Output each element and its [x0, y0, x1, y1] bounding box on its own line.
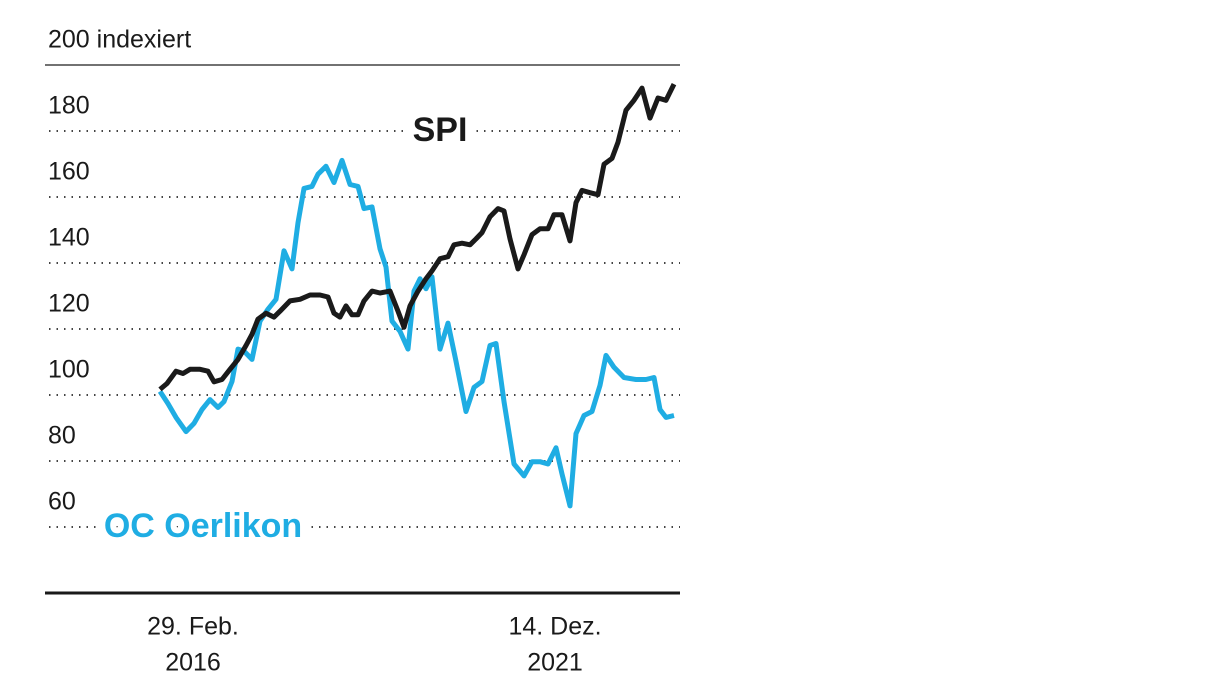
x-tick-label: 2016 — [165, 649, 221, 677]
y-tick-label: 80 — [48, 422, 76, 450]
y-tick-label: 60 — [48, 488, 76, 516]
series-label: SPI — [413, 111, 468, 149]
line — [157, 157, 675, 509]
y-tick-label: 100 — [48, 356, 90, 384]
y-tick-label: 200 indexiert — [48, 26, 191, 54]
line — [158, 82, 677, 392]
x-tick-label: 2021 — [527, 649, 583, 677]
x-tick-label: 14. Dez. — [508, 613, 601, 641]
x-tick-label: 29. Feb. — [147, 613, 239, 641]
y-tick-label: 120 — [48, 290, 90, 318]
y-tick-label: 180 — [48, 92, 90, 120]
series-label: OC Oerlikon — [104, 507, 302, 545]
y-tick-label: 140 — [48, 224, 90, 252]
y-tick-label: 160 — [48, 158, 90, 186]
